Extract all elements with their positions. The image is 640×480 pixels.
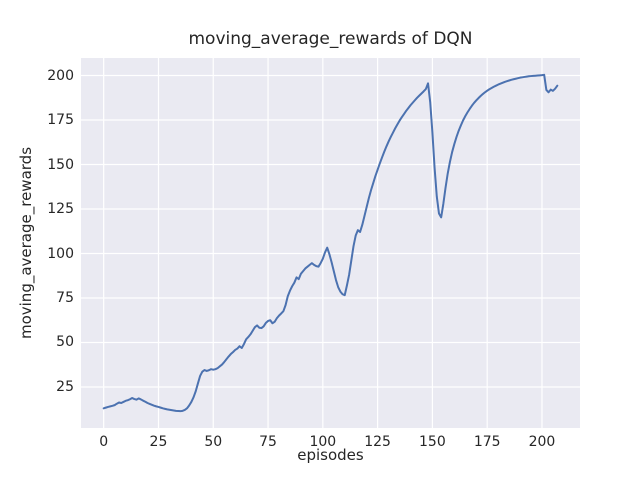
y-tick-label: 25 xyxy=(56,378,74,395)
plot-area xyxy=(81,58,580,428)
x-tick-label: 100 xyxy=(309,434,337,450)
x-tick-label: 50 xyxy=(204,434,223,450)
x-tick-label: 125 xyxy=(364,434,391,450)
x-tick-label: 25 xyxy=(149,434,168,450)
x-tick-label: 175 xyxy=(473,434,501,450)
reward-line-series xyxy=(102,73,559,413)
y-tick-label: 100 xyxy=(47,245,74,262)
chart-canvas xyxy=(81,58,580,428)
y-axis-label: moving_average_rewards xyxy=(17,146,35,340)
y-tick-label: 75 xyxy=(56,289,74,306)
y-tick-label: 125 xyxy=(47,201,74,217)
x-tick-label: 200 xyxy=(528,434,556,450)
x-tick-label: 150 xyxy=(419,434,446,450)
x-tick-label: 0 xyxy=(99,434,109,450)
y-tick-label: 50 xyxy=(56,334,74,351)
x-tick-label: 75 xyxy=(259,434,277,450)
x-axis-label: episodes xyxy=(297,446,364,464)
y-tick-label: 175 xyxy=(47,112,74,129)
chart-title: moving_average_rewards of DQN xyxy=(188,29,473,49)
y-tick-label: 150 xyxy=(47,156,74,173)
y-tick-label: 200 xyxy=(47,67,74,84)
